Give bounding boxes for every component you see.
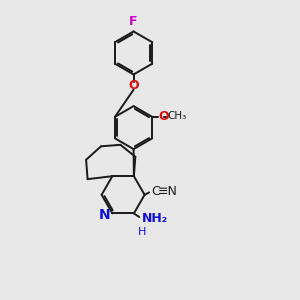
Text: CH₃: CH₃: [167, 111, 186, 121]
Text: O: O: [128, 79, 139, 92]
Text: C: C: [151, 185, 160, 198]
Text: O: O: [158, 110, 169, 123]
Text: N: N: [98, 208, 110, 222]
Text: F: F: [129, 15, 138, 28]
Text: H: H: [138, 226, 146, 237]
Text: NH₂: NH₂: [142, 212, 168, 225]
Text: ≡N: ≡N: [158, 185, 178, 198]
